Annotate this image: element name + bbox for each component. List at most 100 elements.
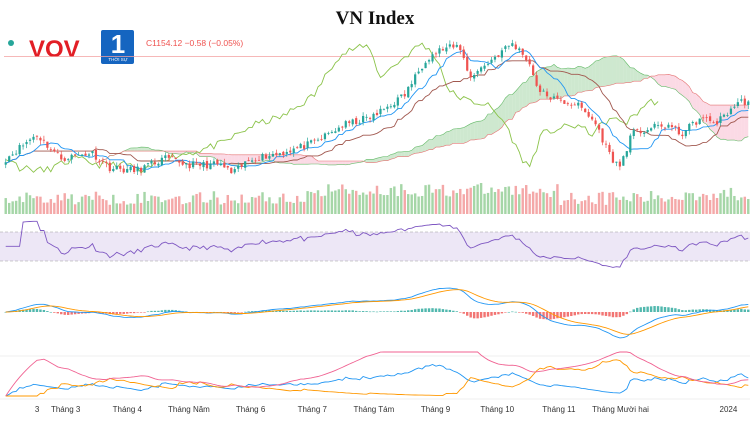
macd-histogram-bar bbox=[431, 308, 434, 312]
candle-body bbox=[591, 116, 594, 120]
candle-body bbox=[375, 112, 379, 115]
volume-bar bbox=[264, 201, 268, 214]
ichimoku-cloud-segment bbox=[311, 155, 315, 165]
macd-histogram-bar bbox=[583, 312, 587, 314]
macd-histogram-bar bbox=[157, 310, 160, 312]
ichimoku-cloud-segment bbox=[172, 151, 176, 154]
candle-body bbox=[209, 163, 212, 170]
volume-bar bbox=[497, 189, 500, 214]
volume-bar bbox=[653, 199, 656, 214]
x-tick-label: Tháng 4 bbox=[113, 405, 143, 414]
candle-body bbox=[185, 162, 188, 165]
volume-bar bbox=[344, 189, 347, 214]
candle-body bbox=[656, 125, 660, 126]
macd-histogram-bar bbox=[490, 312, 493, 316]
volume-bar bbox=[695, 200, 698, 214]
volume-bar bbox=[188, 202, 191, 214]
ichimoku-cloud-segment bbox=[744, 105, 749, 138]
candle-body bbox=[479, 67, 483, 72]
volume-pane bbox=[4, 183, 750, 214]
candle-body bbox=[396, 97, 399, 106]
candle-body bbox=[532, 65, 535, 76]
macd-histogram-bar bbox=[708, 309, 712, 312]
macd-histogram-bar bbox=[615, 312, 618, 318]
candle-body bbox=[438, 48, 441, 54]
ichimoku-cloud-segment bbox=[664, 74, 669, 88]
macd-histogram-bar bbox=[125, 312, 129, 314]
volume-bar bbox=[552, 190, 556, 214]
volume-bar bbox=[108, 204, 112, 214]
macd-histogram-bar bbox=[410, 309, 413, 312]
volume-bar bbox=[146, 201, 150, 214]
candle-body bbox=[698, 118, 701, 125]
ichimoku-cloud-segment bbox=[713, 105, 718, 137]
ichimoku-cloud-segment bbox=[404, 151, 409, 157]
candle-body bbox=[108, 162, 111, 172]
candle-body bbox=[594, 120, 597, 125]
volume-bar bbox=[438, 189, 441, 214]
volume-bar bbox=[740, 197, 743, 214]
ichimoku-cloud-segment bbox=[290, 154, 294, 165]
candle-body bbox=[112, 168, 115, 172]
macd-histogram-bar bbox=[289, 310, 292, 312]
candle-body bbox=[389, 106, 392, 108]
volume-bar bbox=[729, 187, 733, 214]
volume-bar bbox=[393, 186, 396, 214]
volume-bar bbox=[490, 187, 493, 214]
candle-body bbox=[237, 165, 240, 169]
volume-bar bbox=[493, 192, 497, 214]
volume-bar bbox=[559, 204, 563, 214]
macd-histogram-bar bbox=[361, 311, 365, 312]
ichimoku-cloud-segment bbox=[481, 119, 485, 140]
candle-body bbox=[632, 130, 635, 137]
x-tick-label: 2024 bbox=[720, 405, 738, 414]
candle-body bbox=[490, 59, 493, 63]
candle-body bbox=[254, 160, 257, 162]
macd-histogram-bar bbox=[507, 311, 511, 313]
candle-body bbox=[296, 147, 299, 149]
volume-bar bbox=[330, 191, 334, 214]
candle-body bbox=[122, 168, 125, 173]
x-tick-label: Tháng 6 bbox=[236, 405, 266, 414]
candle-body bbox=[46, 141, 49, 148]
volume-bar bbox=[73, 204, 77, 214]
ichimoku-cloud-segment bbox=[380, 156, 384, 162]
macd-histogram-bar bbox=[264, 310, 268, 312]
candle-body bbox=[21, 145, 25, 147]
candle-body bbox=[94, 149, 98, 160]
macd-histogram-bar bbox=[39, 309, 42, 312]
volume-bar bbox=[212, 191, 216, 214]
macd-histogram-bar bbox=[334, 310, 337, 312]
volume-bar bbox=[375, 185, 379, 214]
ichimoku-cloud-segment bbox=[498, 103, 502, 131]
ichimoku-cloud-segment bbox=[588, 64, 593, 91]
candle-body bbox=[636, 129, 639, 131]
macd-histogram-bar bbox=[70, 312, 73, 315]
candle-body bbox=[195, 162, 198, 163]
macd-histogram-bar bbox=[386, 311, 389, 312]
candle-body bbox=[115, 165, 118, 170]
candle-body bbox=[639, 130, 642, 134]
ichimoku-cloud-segment bbox=[515, 86, 520, 113]
volume-bar bbox=[119, 203, 122, 214]
macd-histogram-bar bbox=[566, 312, 570, 317]
candle-body bbox=[362, 115, 365, 123]
ichimoku-cloud-segment bbox=[217, 153, 221, 161]
ichimoku-cloud-segment bbox=[252, 154, 256, 164]
candle-body bbox=[205, 161, 209, 169]
ichimoku-cloud-segment bbox=[737, 105, 742, 141]
volume-bar bbox=[136, 193, 139, 214]
volume-bar bbox=[94, 191, 98, 214]
candle-body bbox=[282, 151, 285, 155]
macd-histogram-bar bbox=[393, 311, 396, 313]
volume-bar bbox=[174, 196, 177, 214]
ichimoku-cloud-segment bbox=[342, 161, 346, 165]
macd-histogram-bar bbox=[122, 312, 125, 314]
macd-histogram-bar bbox=[171, 309, 174, 312]
ichimoku-cloud-segment bbox=[189, 151, 194, 153]
candle-body bbox=[733, 106, 736, 108]
ichimoku-cloud-segment bbox=[550, 64, 554, 100]
ichimoku-cloud-segment bbox=[397, 151, 402, 157]
candle-body bbox=[244, 161, 247, 168]
candle-body bbox=[441, 49, 445, 51]
